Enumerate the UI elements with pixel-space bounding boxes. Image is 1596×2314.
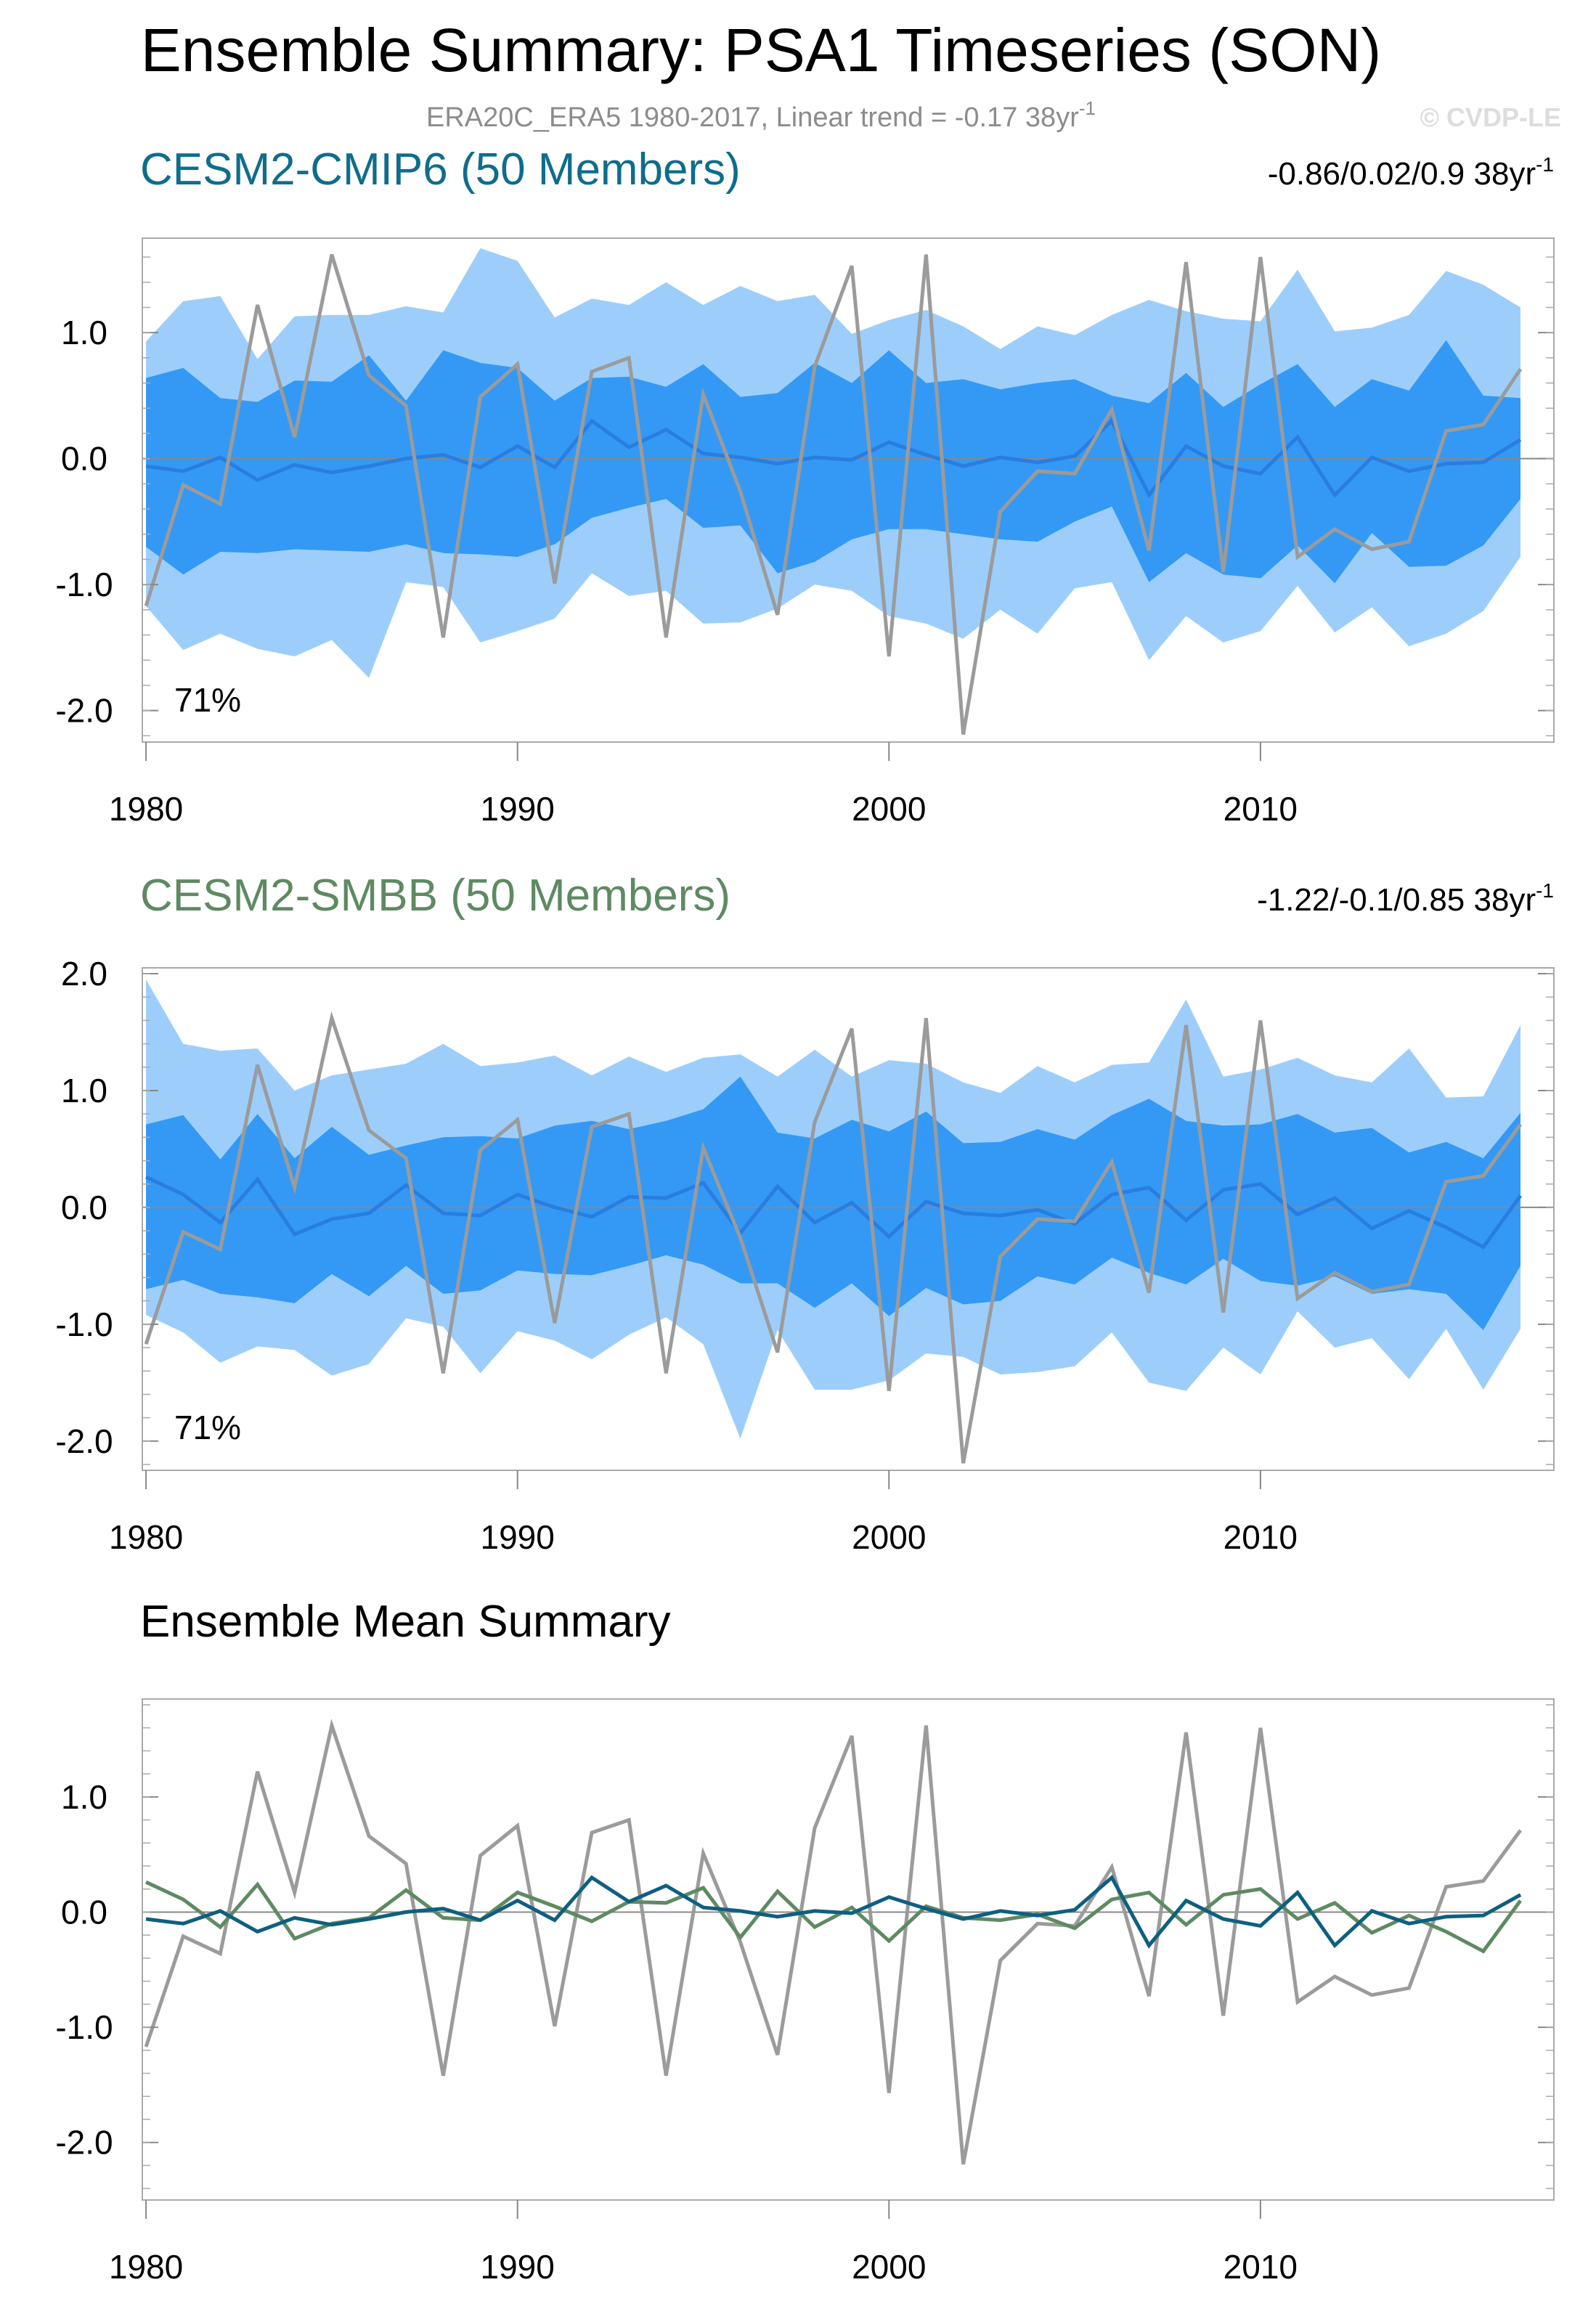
figure-subtitle: ERA20C_ERA5 1980-2017, Linear trend = -0… bbox=[426, 97, 1096, 133]
x-tick-label: 1980 bbox=[109, 790, 183, 828]
observations-line bbox=[144, 1011, 1523, 1464]
x-tick-label: 2010 bbox=[1224, 2248, 1298, 2286]
x-tick-label: 1990 bbox=[481, 1518, 555, 1556]
plot-area-smbb: 2.0 1.0 0.0 -1.0 -2.0 1980 1990 2000 2010 bbox=[55, 955, 1555, 1556]
x-tick-label: 2010 bbox=[1224, 790, 1298, 828]
y-tick-label: -2.0 bbox=[55, 692, 113, 730]
series-line-cesm2-cmip6 bbox=[145, 1874, 1522, 1949]
x-tick-label: 1990 bbox=[481, 2248, 555, 2286]
panel-cmip6-title: CESM2-CMIP6 (50 Members) bbox=[140, 144, 741, 195]
y-tick-label: 1.0 bbox=[61, 1778, 107, 1816]
figure-title: Ensemble Summary: PSA1 Timeseries (SON) bbox=[141, 16, 1381, 84]
x-tick-label: 2000 bbox=[852, 1518, 926, 1556]
y-tick-label: 1.0 bbox=[61, 1072, 107, 1109]
band-10-90-percentile bbox=[146, 340, 1521, 584]
x-tick-label: 2000 bbox=[852, 790, 926, 828]
plot-area-summary: 1.0 0.0 -1.0 -2.0 1980 1990 2000 2010 bbox=[55, 1698, 1555, 2286]
x-tick-label: 1980 bbox=[109, 2248, 183, 2286]
series-line-cesm2-smbb bbox=[145, 1880, 1523, 1954]
y-tick-label: -1.0 bbox=[55, 1305, 113, 1343]
y-tick-label: -1.0 bbox=[55, 566, 113, 603]
series-line-era20c_era5 bbox=[144, 1719, 1523, 2165]
panel-smbb-percent: 71% bbox=[174, 1409, 241, 1446]
y-tick-label: -2.0 bbox=[55, 2124, 113, 2162]
plot-frame bbox=[142, 1698, 1555, 2201]
y-tick-label: 1.0 bbox=[61, 314, 107, 351]
plot-frame bbox=[142, 237, 1555, 743]
panel-summary-title: Ensemble Mean Summary bbox=[140, 1597, 671, 1647]
x-tick-label: 2000 bbox=[852, 2248, 926, 2286]
panel-cmip6-percent: 71% bbox=[174, 681, 241, 719]
ensemble-mean-line bbox=[145, 417, 1522, 499]
y-tick-label: -1.0 bbox=[55, 2008, 113, 2046]
panel-smbb-trend-range: -1.22/-0.1/0.85 38yr-1 bbox=[1257, 879, 1554, 918]
x-tick-label: 2010 bbox=[1224, 1518, 1298, 1556]
panel-summary: Ensemble Mean Summary 1.0 0.0 -1.0 -2.0 1980… bbox=[55, 1597, 1555, 2286]
panel-smbb: CESM2-SMBB (50 Members) -1.22/-0.1/0.85 … bbox=[55, 871, 1555, 1556]
y-tick-label: 2.0 bbox=[61, 955, 107, 993]
plot-area-cmip6: 1.0 0.0 -1.0 -2.0 1980 1990 2000 2010 bbox=[55, 237, 1555, 828]
band-10-90-percentile bbox=[146, 1076, 1521, 1330]
plot-frame bbox=[142, 967, 1555, 1471]
x-tick-label: 1990 bbox=[481, 790, 555, 828]
panel-cmip6: CESM2-CMIP6 (50 Members) -0.86/0.02/0.9 … bbox=[55, 144, 1555, 828]
observations-line bbox=[144, 253, 1523, 736]
y-tick-label: 0.0 bbox=[61, 1189, 107, 1226]
ensemble-mean-line bbox=[145, 1175, 1523, 1250]
panel-cmip6-trend-range: -0.86/0.02/0.9 38yr-1 bbox=[1268, 153, 1554, 192]
y-tick-label: 0.0 bbox=[61, 440, 107, 478]
copyright-label: © CVDP-LE bbox=[1420, 102, 1561, 132]
x-tick-label: 1980 bbox=[109, 1518, 183, 1556]
panel-smbb-title: CESM2-SMBB (50 Members) bbox=[140, 871, 730, 921]
y-tick-label: -2.0 bbox=[55, 1422, 113, 1460]
y-tick-label: 0.0 bbox=[61, 1893, 107, 1931]
